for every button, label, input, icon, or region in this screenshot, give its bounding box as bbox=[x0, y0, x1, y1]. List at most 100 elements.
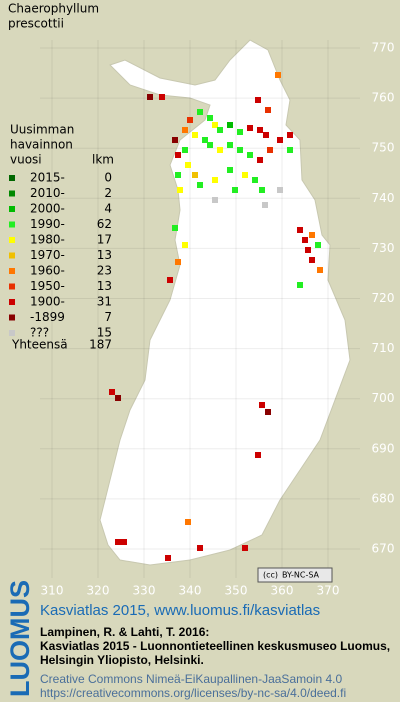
observation-dot bbox=[255, 97, 261, 103]
legend-swatch bbox=[9, 314, 15, 321]
observation-dot bbox=[185, 162, 191, 168]
observation-dot bbox=[275, 72, 281, 78]
finland-outline bbox=[99, 39, 351, 566]
y-tick-label: 710 bbox=[372, 341, 395, 355]
citation: Kasviatlas 2015 - Luonnontieteellinen ke… bbox=[40, 639, 390, 653]
observation-dot bbox=[172, 225, 178, 231]
x-tick-label: 310 bbox=[41, 584, 64, 598]
legend-label: 1980- bbox=[30, 233, 65, 247]
observation-dot bbox=[182, 127, 188, 133]
observation-dot bbox=[175, 172, 181, 178]
observation-dot bbox=[197, 182, 203, 188]
legend-label: 2010- bbox=[30, 186, 65, 200]
legend-count: 0 bbox=[104, 171, 112, 185]
y-tick-label: 700 bbox=[372, 391, 395, 405]
x-tick-label: 360 bbox=[271, 584, 294, 598]
observation-dot bbox=[212, 122, 218, 128]
license-badge bbox=[257, 567, 333, 583]
observation-dot bbox=[257, 127, 263, 133]
y-tick-label: 720 bbox=[372, 291, 395, 305]
observation-dot bbox=[192, 132, 198, 138]
title: prescottii bbox=[8, 17, 64, 31]
legend-count: 62 bbox=[97, 217, 112, 231]
observation-dot bbox=[115, 539, 121, 545]
observation-dot bbox=[265, 409, 271, 415]
legend-label: ??? bbox=[30, 326, 49, 340]
observation-dot bbox=[262, 202, 268, 208]
observation-dot bbox=[202, 137, 208, 143]
observation-dot bbox=[317, 267, 323, 273]
y-tick-label: 680 bbox=[372, 491, 395, 505]
legend-label: 1900- bbox=[30, 295, 65, 309]
legend-swatch bbox=[9, 330, 15, 336]
license: Creative Commons Nimeä-EiKaupallinen-Jaa… bbox=[40, 672, 342, 686]
legend-swatch bbox=[9, 268, 15, 274]
observation-dot bbox=[255, 452, 261, 458]
observation-dot bbox=[175, 259, 181, 265]
observation-dot bbox=[165, 555, 171, 561]
y-tick-label: 750 bbox=[372, 141, 395, 155]
y-tick-label: 760 bbox=[372, 91, 395, 105]
observation-dot bbox=[277, 187, 283, 193]
legend-label: 1960- bbox=[30, 264, 65, 278]
legend-label: 1950- bbox=[30, 279, 65, 293]
observation-dot bbox=[257, 157, 263, 163]
legend-label: 1990- bbox=[30, 217, 65, 231]
observation-dot bbox=[185, 519, 191, 525]
legend-count: 15 bbox=[97, 326, 112, 340]
legend-count: 13 bbox=[97, 248, 112, 262]
legend-swatch bbox=[9, 206, 15, 212]
observation-dot bbox=[121, 539, 127, 545]
observation-dot bbox=[247, 125, 253, 131]
observation-dot bbox=[182, 242, 188, 248]
legend-swatch bbox=[9, 283, 15, 290]
observation-dot bbox=[247, 152, 253, 158]
y-tick-label: 670 bbox=[372, 542, 395, 556]
observation-dot bbox=[237, 147, 243, 153]
observation-dot bbox=[197, 545, 203, 551]
observation-dot bbox=[259, 187, 265, 193]
observation-dot bbox=[227, 167, 233, 173]
x-tick-label: 320 bbox=[87, 584, 110, 598]
observation-dot bbox=[267, 147, 273, 153]
observation-dot bbox=[187, 117, 193, 123]
observation-dot bbox=[175, 152, 181, 158]
legend-label: 2015- bbox=[30, 171, 65, 185]
observation-dot bbox=[309, 257, 315, 263]
legend-swatch bbox=[9, 252, 15, 259]
observation-dot bbox=[207, 142, 213, 148]
observation-dot bbox=[287, 147, 293, 153]
legend-count-header: lkm bbox=[92, 153, 114, 167]
observation-dot bbox=[305, 247, 311, 253]
citation: Lampinen, R. & Lahti, T. 2016: bbox=[40, 625, 209, 639]
legend-count: 17 bbox=[97, 233, 112, 247]
title: Chaerophyllum bbox=[8, 2, 99, 16]
citation: Helsingin Yliopisto, Helsinki. bbox=[40, 653, 204, 667]
observation-dot bbox=[172, 137, 178, 143]
license-badge-text: BY-NC-SA bbox=[282, 571, 320, 580]
observation-dot bbox=[227, 122, 233, 128]
observation-dot bbox=[207, 115, 213, 121]
logo: LUOMUS bbox=[5, 580, 35, 697]
license: https://creativecommons.org/licenses/by-… bbox=[40, 686, 346, 700]
cc-icon: (cc) bbox=[263, 571, 278, 580]
observation-dot bbox=[115, 395, 121, 401]
observation-dot bbox=[242, 172, 248, 178]
y-tick-label: 690 bbox=[372, 441, 395, 455]
observation-dot bbox=[159, 94, 165, 100]
observation-dot bbox=[252, 177, 258, 183]
observation-dot bbox=[259, 402, 265, 408]
observation-dot bbox=[297, 227, 303, 233]
observation-dot bbox=[277, 137, 283, 143]
observation-dot bbox=[217, 127, 223, 133]
x-tick-label: 370 bbox=[317, 584, 340, 598]
legend-count: 7 bbox=[104, 310, 112, 324]
legend-count: 23 bbox=[97, 264, 112, 278]
observation-dot bbox=[217, 147, 223, 153]
x-tick-label: 350 bbox=[225, 584, 248, 598]
legend-count: 2 bbox=[104, 186, 112, 200]
legend-count: 13 bbox=[97, 279, 112, 293]
legend-label: -1899 bbox=[30, 310, 65, 324]
y-tick-label: 770 bbox=[372, 41, 395, 55]
observation-dot bbox=[237, 129, 243, 135]
